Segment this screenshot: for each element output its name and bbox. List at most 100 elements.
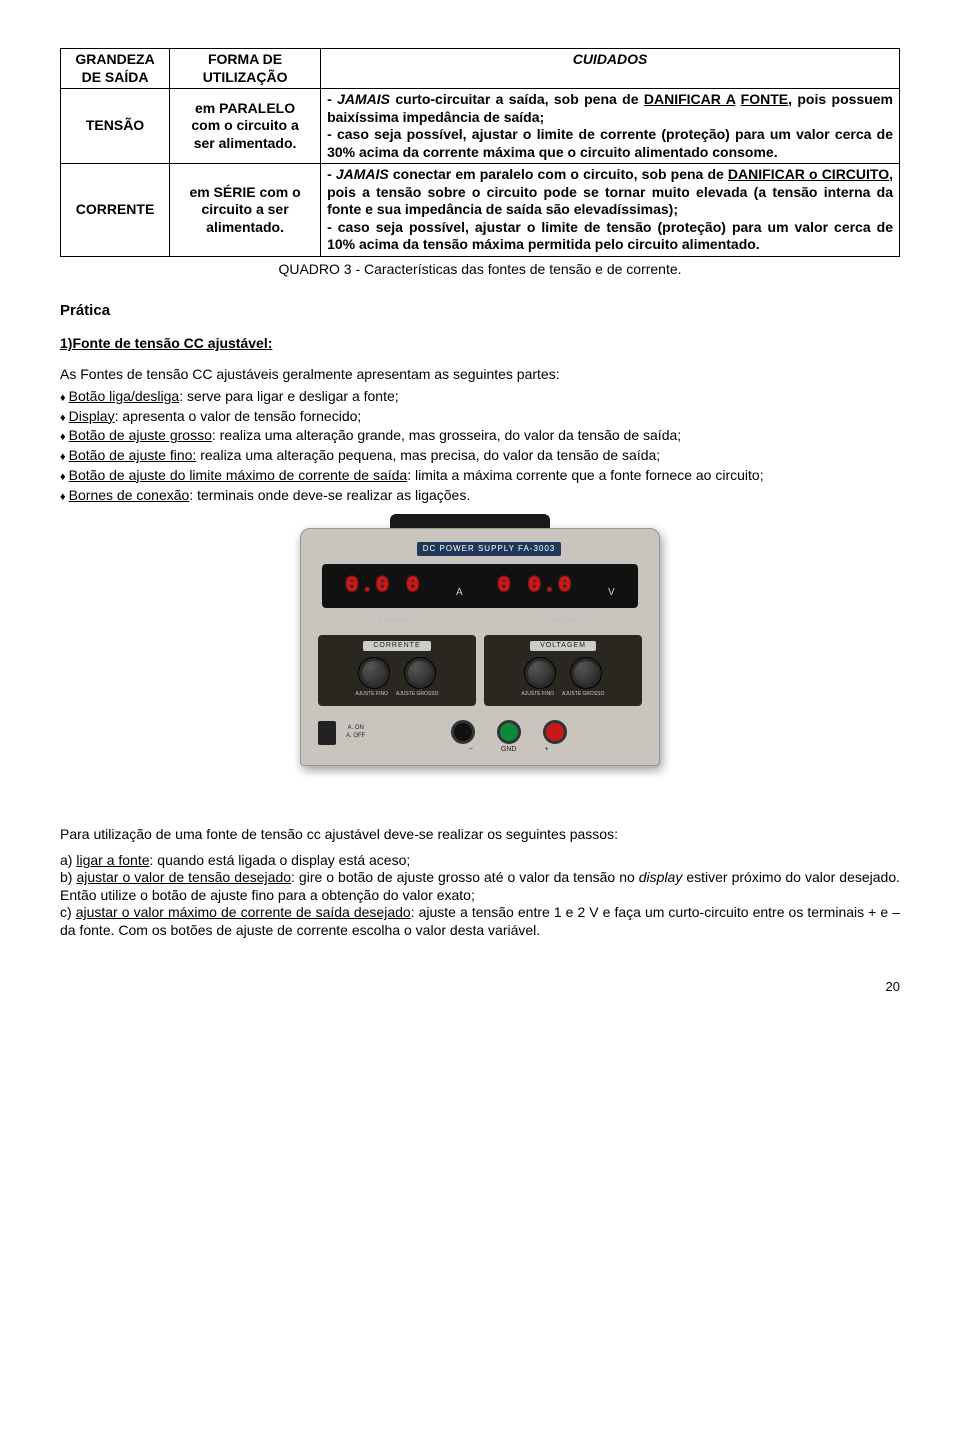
cell-text: alimentado.: [206, 219, 284, 235]
desc: : apresenta o valor de tensão fornecido;: [115, 408, 362, 424]
t: 10%: [327, 236, 355, 252]
th-text: DE SAÍDA: [82, 69, 149, 85]
usage-intro: Para utilização de uma fonte de tensão c…: [60, 826, 900, 844]
t: FONTE: [741, 91, 788, 107]
on-label: A. ON: [346, 725, 365, 733]
unit-amp: A: [456, 587, 463, 600]
t: : gire o botão de ajuste grosso até o va…: [291, 869, 639, 885]
knob-label: AJUSTE FINO: [521, 691, 554, 697]
page-number: 20: [60, 979, 900, 995]
label-pos: +: [544, 746, 548, 755]
panel-title: CORRENTE: [363, 641, 430, 652]
list-item: Display: apresenta o valor de tensão for…: [60, 408, 900, 426]
cell-text: com o circuito a: [191, 117, 298, 133]
t: -: [327, 166, 336, 182]
t: display: [639, 869, 683, 885]
cell-text: circuito a ser: [201, 201, 288, 217]
th-text: GRANDEZA: [75, 51, 154, 67]
cell-text: em PARALELO: [195, 100, 295, 116]
display-labels: CURRENT VOLTAGE: [310, 618, 650, 627]
port-labels: − GND +: [375, 746, 642, 755]
table-caption: QUADRO 3 - Características das fontes de…: [60, 261, 900, 279]
voltage-reading: 0 0.0: [497, 572, 573, 600]
t: acima da corrente máxima que o circuito …: [355, 144, 777, 160]
desc: realiza uma alteração pequena, mas preci…: [196, 447, 660, 463]
table-row: TENSÃO em PARALELO com o circuito a ser …: [61, 89, 900, 164]
parts-list: Botão liga/desliga: serve para ligar e d…: [60, 388, 900, 505]
t: JAMAIS: [337, 91, 390, 107]
switch-labels: A. ON A. OFF: [346, 725, 365, 741]
list-item: Botão liga/desliga: serve para ligar e d…: [60, 388, 900, 406]
desc: : realiza uma alteração grande, mas gros…: [212, 427, 681, 443]
section-heading: Prática: [60, 302, 900, 321]
step-title: ajustar o valor de tensão desejado: [76, 869, 291, 885]
t: -: [327, 91, 337, 107]
th-forma: FORMA DE UTILIZAÇÃO: [170, 49, 321, 89]
knob-current-fine: [358, 657, 390, 689]
output-ports: [375, 720, 642, 744]
current-panel: CORRENTE AJUSTE FINO AJUSTE GROSSO: [318, 635, 475, 706]
term: Display: [69, 408, 115, 424]
knob-current-coarse: [404, 657, 436, 689]
current-reading: 0.0 0: [345, 572, 421, 600]
cell-text: CORRENTE: [76, 201, 155, 217]
cell-text: ser alimentado.: [194, 135, 297, 151]
characteristics-table: GRANDEZA DE SAÍDA FORMA DE UTILIZAÇÃO CU…: [60, 48, 900, 257]
t: DANIFICAR A: [644, 91, 735, 107]
psu-display: 0.0 0 A 0 0.0 V: [322, 564, 638, 608]
port-positive: [543, 720, 567, 744]
t: - caso seja possível, ajustar o limite d…: [327, 126, 893, 142]
list-item: Bornes de conexão: terminais onde deve-s…: [60, 487, 900, 505]
knob-panels: CORRENTE AJUSTE FINO AJUSTE GROSSO VOLTA…: [314, 635, 646, 706]
list-item: Botão de ajuste grosso: realiza uma alte…: [60, 427, 900, 445]
desc: : terminais onde deve-se realizar as lig…: [189, 487, 470, 503]
step-title: ajustar o valor máximo de corrente de sa…: [76, 904, 411, 920]
power-supply-illustration: DC POWER SUPPLY FA-3003 0.0 0 A 0 0.0 V …: [300, 528, 660, 766]
t: JAMAIS: [336, 166, 389, 182]
power-switch: [318, 721, 336, 745]
cell-cuidados: - JAMAIS conectar em paralelo com o circ…: [321, 164, 900, 257]
knob-voltage-coarse: [570, 657, 602, 689]
t: - caso seja possível, ajustar o limite d…: [327, 219, 893, 235]
term: Botão de ajuste fino:: [69, 447, 197, 463]
list-item: Botão de ajuste do limite máximo de corr…: [60, 467, 900, 485]
th-text: FORMA DE: [208, 51, 282, 67]
label-gnd: GND: [501, 746, 517, 755]
desc: : limita a máxima corrente que a fonte f…: [407, 467, 763, 483]
psu-model-label: DC POWER SUPPLY FA-3003: [417, 542, 562, 556]
term: Bornes de conexão: [69, 487, 190, 503]
t: 30%: [327, 144, 355, 160]
cell-grandeza: TENSÃO: [61, 89, 170, 164]
cell-text: TENSÃO: [86, 117, 144, 133]
term: Botão liga/desliga: [69, 388, 180, 404]
psu-figure: DC POWER SUPPLY FA-3003 0.0 0 A 0 0.0 V …: [60, 528, 900, 766]
label-current: CURRENT: [378, 618, 412, 627]
intro-text: As Fontes de tensão CC ajustáveis geralm…: [60, 366, 900, 384]
term: Botão de ajuste grosso: [69, 427, 212, 443]
th-text: UTILIZAÇÃO: [203, 69, 288, 85]
knob-label: AJUSTE GROSSO: [396, 691, 439, 697]
table-row: CORRENTE em SÉRIE com o circuito a ser a…: [61, 164, 900, 257]
t: : quando está ligada o display está aces…: [150, 852, 411, 868]
desc: : serve para ligar e desligar a fonte;: [179, 388, 398, 404]
t: DANIFICAR o CIRCUITO: [728, 166, 889, 182]
t: acima da tensão máxima permitida pelo ci…: [355, 236, 760, 252]
knob-voltage-fine: [524, 657, 556, 689]
voltage-panel: VOLTAGEM AJUSTE FINO AJUSTE GROSSO: [484, 635, 641, 706]
knob-label: AJUSTE GROSSO: [562, 691, 605, 697]
steps: a) ligar a fonte: quando está ligada o d…: [60, 852, 900, 940]
th-text: CUIDADOS: [573, 51, 648, 67]
panel-title: VOLTAGEM: [530, 641, 596, 652]
cell-forma: em PARALELO com o circuito a ser aliment…: [170, 89, 321, 164]
cell-text: em SÉRIE com o: [189, 184, 300, 200]
th-grandeza: GRANDEZA DE SAÍDA: [61, 49, 170, 89]
t: c): [60, 904, 76, 920]
step-title: ligar a fonte: [76, 852, 149, 868]
t: b): [60, 869, 76, 885]
label-neg: −: [469, 746, 473, 755]
port-ground: [497, 720, 521, 744]
psu-handle: [390, 514, 550, 528]
label-voltage: VOLTAGE: [550, 618, 582, 627]
off-label: A. OFF: [346, 733, 365, 741]
knob-label: AJUSTE FINO: [355, 691, 388, 697]
